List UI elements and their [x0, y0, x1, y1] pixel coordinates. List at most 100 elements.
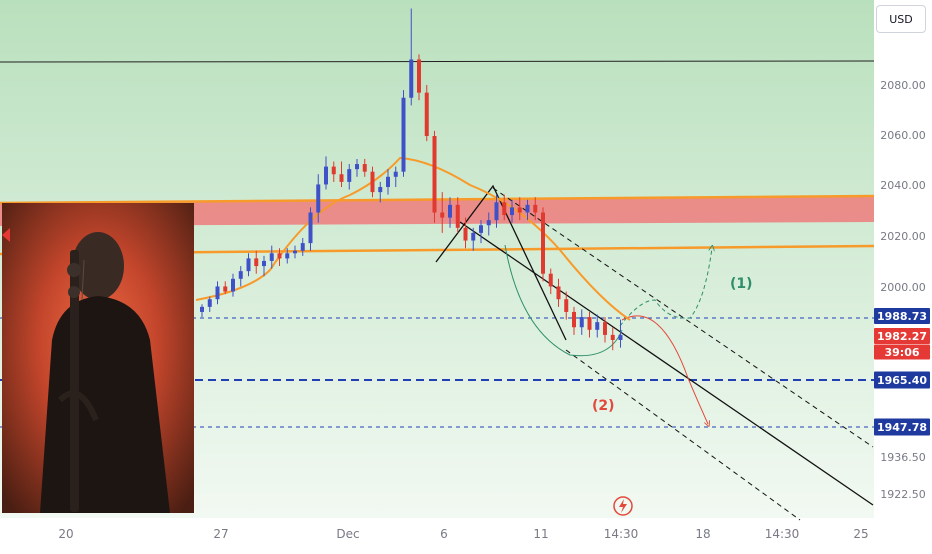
candle-body: [510, 207, 514, 216]
candle: [200, 304, 204, 318]
channel-upper-line: [492, 187, 874, 448]
candle: [548, 268, 553, 295]
candle: [610, 327, 615, 351]
candle-body: [347, 169, 352, 182]
candle-body: [339, 174, 344, 182]
channel-lower-line: [565, 349, 801, 521]
candle: [316, 174, 321, 223]
candle-body: [246, 258, 251, 272]
candle-body: [401, 97, 406, 172]
resistance-zone-top-line: [0, 194, 875, 205]
candle: [440, 192, 445, 233]
candle-body: [533, 204, 538, 213]
price-axis-background: [874, 0, 932, 518]
candle-body: [494, 202, 499, 221]
price-tag-level-text: 1947.78: [877, 421, 927, 434]
candle: [424, 85, 429, 142]
lightning-icon-ring: [613, 496, 633, 516]
candle: [300, 238, 305, 256]
candle: [409, 8, 414, 106]
candle: [378, 181, 383, 203]
candle-body: [308, 212, 313, 244]
candle: [494, 194, 499, 228]
currency-button[interactable]: USD: [876, 5, 926, 33]
candle-body: [254, 258, 259, 267]
resistance-zone-marker: [2, 228, 10, 242]
candle: [517, 197, 522, 221]
ema-line: [195, 156, 631, 321]
candle-body: [595, 322, 600, 330]
x-tick-label: 6: [440, 527, 448, 541]
price-tag-current: 1982.27: [874, 328, 930, 344]
lightning-icon-bolt: [619, 499, 627, 513]
candle-body: [378, 187, 383, 193]
price-tag-level-text: 1988.73: [877, 310, 927, 323]
x-tick-label: Dec: [336, 527, 359, 541]
candle: [362, 158, 367, 177]
candle: [339, 161, 344, 187]
y-tick-label: 1936.50: [880, 451, 926, 464]
candle-body: [579, 317, 584, 328]
candle: [579, 309, 584, 335]
candle-body: [200, 306, 204, 312]
countdown-tag-bg: [874, 344, 930, 360]
candle: [556, 278, 561, 307]
candle: [231, 273, 235, 297]
cup-curve: [504, 244, 623, 357]
candle: [533, 197, 538, 221]
candle-body: [603, 322, 607, 335]
candle: [293, 245, 297, 259]
candle: [541, 207, 545, 282]
channel-mid-line: [459, 221, 874, 506]
candle-body: [486, 220, 491, 226]
candle: [277, 248, 282, 267]
scenario-2-label: (2): [592, 398, 615, 414]
candle: [308, 207, 313, 251]
candle: [254, 250, 259, 274]
candle-body: [432, 136, 437, 213]
candle-body: [455, 204, 460, 228]
candle: [587, 311, 592, 338]
lightning-icon: [613, 496, 633, 516]
y-tick-label: 1922.50: [880, 488, 926, 501]
price-tag-current-text: 1982.27: [877, 330, 927, 343]
x-tick-label: 14:30: [604, 527, 639, 541]
candle-body: [324, 166, 328, 185]
price-tag-level-text: 1965.40: [877, 374, 927, 387]
price-tag-level: 1988.73: [874, 308, 930, 324]
candle: [510, 199, 514, 223]
candle-body: [440, 212, 445, 218]
y-tick-label: 2080.00: [880, 79, 926, 92]
candle: [324, 156, 328, 190]
candle-body: [587, 317, 592, 330]
candle-body: [618, 334, 623, 340]
candle: [370, 166, 375, 198]
candle-body: [293, 250, 297, 254]
candle: [448, 197, 452, 228]
countdown-tag: 39:06: [874, 344, 930, 360]
scenario-1-label: (1): [730, 276, 753, 292]
candle-body: [417, 59, 421, 93]
pattern-zigzag: [435, 184, 567, 341]
candle-body: [386, 176, 390, 187]
candle-body: [207, 299, 212, 307]
candle-body: [479, 225, 483, 233]
candle-body: [300, 243, 305, 251]
x-tick-label: 11: [533, 527, 548, 541]
candle: [417, 54, 421, 101]
candle: [525, 199, 530, 221]
candle: [618, 319, 623, 348]
x-tick-label: 25: [853, 527, 868, 541]
candle-body: [285, 253, 290, 259]
y-tick-label: 2060.00: [880, 129, 926, 142]
candle: [246, 253, 251, 277]
candle: [238, 266, 243, 287]
price-tag-level-bg: [874, 308, 930, 324]
candle-body: [525, 204, 530, 213]
candle-body: [269, 253, 274, 261]
candle-body: [223, 286, 228, 292]
candle: [564, 291, 569, 320]
candle-body: [548, 273, 553, 287]
